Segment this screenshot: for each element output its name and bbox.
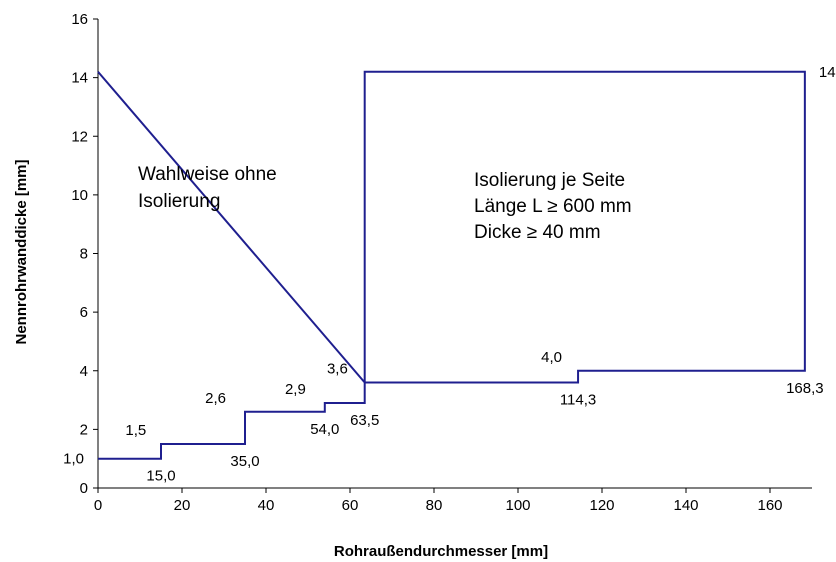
y-axis-ticks: 0 2 4 6 8 10 12 14 16 [71,11,98,497]
data-label: 4,0 [541,349,562,366]
data-label: 168,3 [786,380,824,397]
region-label-optional: Wahlweise ohne Isolierung [138,164,282,212]
x-axis-title: Rohraußendurchmesser [mm] [334,543,548,560]
x-tick-label: 140 [673,497,698,514]
x-tick-label: 160 [757,497,782,514]
y-tick-label: 4 [80,363,88,380]
y-tick-label: 6 [80,304,88,321]
data-label: 54,0 [310,421,339,438]
y-tick-label: 0 [80,480,88,497]
x-axis-ticks: 0 20 40 60 80 100 120 140 160 [94,488,783,514]
data-label: 1,0 [63,451,84,468]
y-tick-label: 2 [80,421,88,438]
data-labels: 1,0 1,5 15,0 2,6 35,0 2,9 54,0 3,6 63,5 4,0 114,3 1… [63,64,836,485]
y-tick-label: 14 [71,70,88,87]
data-label: 114,3 [560,391,596,408]
data-label: 14,2 [819,64,836,81]
x-tick-label: 100 [505,497,530,514]
data-label: 15,0 [146,468,175,485]
x-tick-label: 80 [426,497,443,514]
data-label: 35,0 [230,453,259,470]
y-tick-label: 16 [71,11,88,28]
region-insulation-line-1: Isolierung je Seite [474,170,625,191]
x-tick-label: 20 [174,497,191,514]
region-insulation-line-3: Dicke ≥ 40 mm [474,222,601,243]
x-tick-label: 0 [94,497,102,514]
region-optional-line-2: Isolierung [138,191,220,212]
x-tick-label: 120 [589,497,614,514]
y-axis-title: Nennrohrwanddicke [mm] [13,159,30,344]
y-tick-label: 10 [71,187,88,204]
data-label: 63,5 [350,412,379,429]
data-label: 2,9 [285,381,306,398]
region-optional-line-1: Wahlweise ohne [138,164,277,185]
data-label: 1,5 [125,422,146,439]
x-tick-label: 60 [342,497,359,514]
data-label: 2,6 [205,390,226,407]
data-label: 3,6 [327,360,348,377]
y-tick-label: 8 [80,246,88,263]
x-tick-label: 40 [258,497,275,514]
region-label-insulation: Isolierung je Seite Länge L ≥ 600 mm Dic… [474,170,637,243]
series-line [97,70,806,460]
region-insulation-line-2: Länge L ≥ 600 mm [474,196,632,217]
y-tick-label: 12 [71,128,88,145]
